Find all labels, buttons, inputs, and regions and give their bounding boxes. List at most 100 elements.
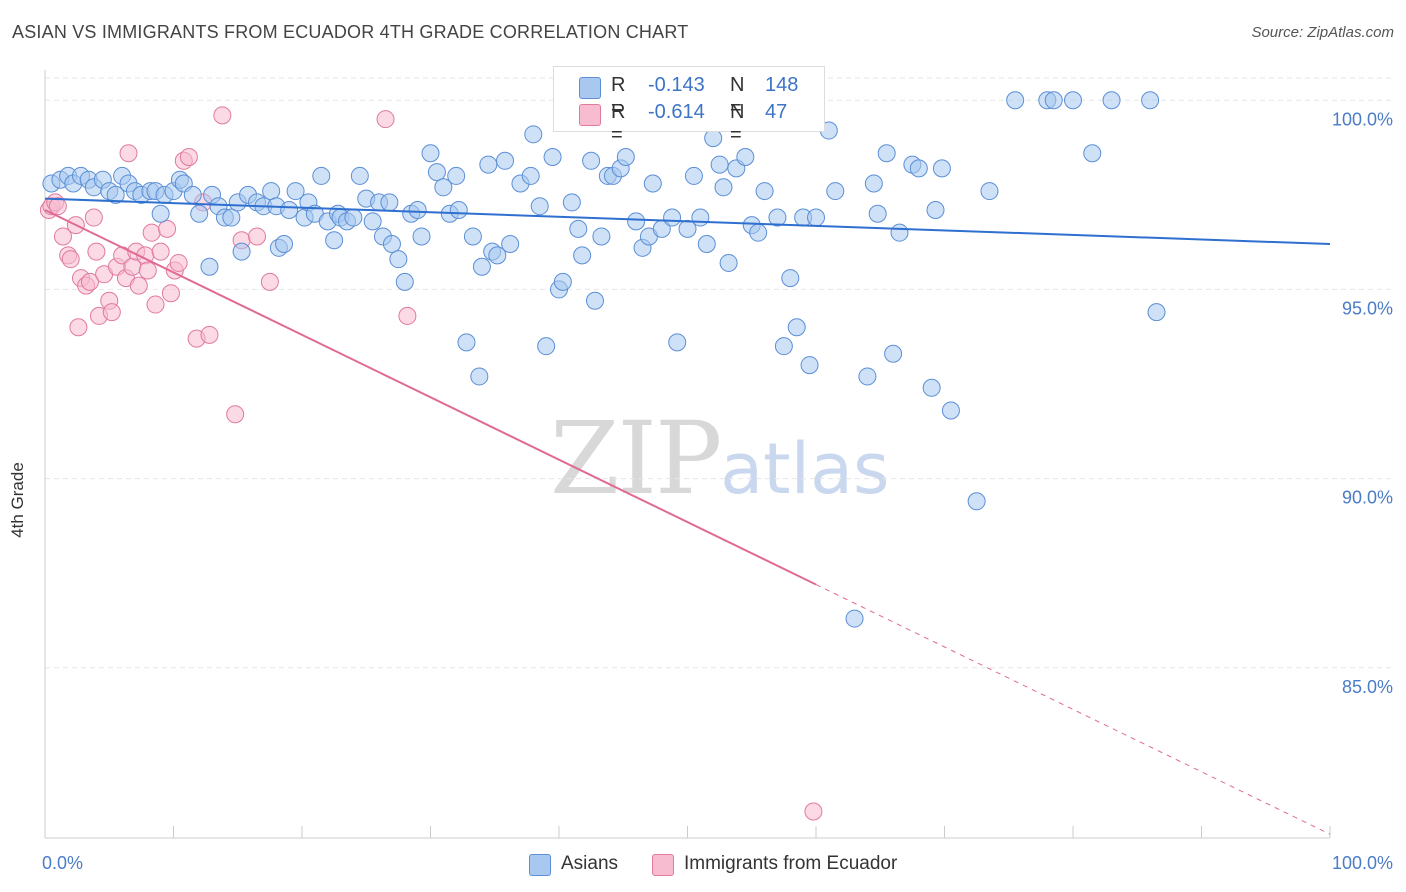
asians-point <box>543 148 562 167</box>
bottom-legend-swatch-ecuador <box>652 854 674 876</box>
axes <box>44 70 1331 839</box>
asians-point <box>496 151 515 170</box>
ecuador-point <box>138 261 157 280</box>
legend-swatch-asians <box>579 77 601 99</box>
asians-point <box>909 159 928 178</box>
asians-point <box>472 257 491 276</box>
asians-point <box>521 166 540 185</box>
y-tick-label: 90.0% <box>1342 488 1393 508</box>
asians-point <box>488 246 507 265</box>
x-tick-label-min: 0.0% <box>42 853 83 873</box>
asians-point <box>449 200 468 219</box>
asians-point <box>774 337 793 356</box>
ecuador-point <box>158 219 177 238</box>
asians-point <box>967 492 986 511</box>
watermark-atlas: atlas <box>720 428 890 510</box>
asians-point <box>312 166 331 185</box>
asians-point <box>755 182 774 201</box>
asians-point <box>807 208 825 227</box>
asians-point <box>884 344 903 363</box>
asians-point <box>573 246 592 265</box>
legend-r-value: -0.614 <box>648 101 705 123</box>
ecuador-point <box>129 276 148 295</box>
asians-point <box>877 144 896 163</box>
asians-point <box>434 178 453 197</box>
bottom-legend-label-asians: Asians <box>561 853 619 874</box>
asians-point <box>643 174 662 193</box>
asians-point <box>262 182 281 201</box>
y-tick-label: 100.0% <box>1332 109 1393 129</box>
asians-point <box>787 318 806 337</box>
asians-point <box>582 151 601 170</box>
asians-point <box>421 144 440 163</box>
legend-r-value: -0.143 <box>648 74 705 96</box>
asians-point <box>941 401 960 420</box>
asians-point <box>1044 91 1063 110</box>
asians-point <box>569 219 588 238</box>
ecuador-point <box>226 405 245 424</box>
series-asians-points <box>42 91 1166 628</box>
asians-point <box>447 166 466 185</box>
chart-source: Source: ZipAtlas.com <box>1251 24 1394 41</box>
asians-point <box>106 185 125 204</box>
asians-point <box>553 272 572 291</box>
asians-trend-line <box>44 197 1331 246</box>
stats-legend: R = -0.143 N = 148 R = -0.614 N = 47 <box>553 66 825 146</box>
asians-point <box>697 235 716 254</box>
asians-point <box>932 159 951 178</box>
asians-point <box>868 204 887 223</box>
asians-point <box>344 208 363 227</box>
ecuador-point <box>260 272 279 291</box>
asians-point <box>668 333 687 352</box>
legend-n-value: 47 <box>765 101 788 123</box>
asians-point <box>781 269 800 288</box>
ecuador-point <box>53 227 72 246</box>
bottom-legend: Asians Immigrants from Ecuador <box>0 852 1406 878</box>
asians-point <box>592 227 611 246</box>
asians-point <box>768 208 787 227</box>
asians-point <box>190 204 209 223</box>
bottom-legend-label-ecuador: Immigrants from Ecuador <box>684 853 898 874</box>
ecuador-point <box>61 250 80 269</box>
ecuador-point <box>213 106 232 125</box>
asians-point <box>684 166 703 185</box>
legend-r-label: R = <box>611 101 626 146</box>
ecuador-point <box>151 242 170 261</box>
y-tick-label: 95.0% <box>1342 298 1393 318</box>
bottom-legend-swatch-asians <box>529 854 551 876</box>
asians-point <box>826 182 845 201</box>
asians-point <box>864 174 883 193</box>
ecuador-point <box>102 303 121 322</box>
asians-point <box>280 200 299 219</box>
ecuador-point <box>248 227 267 246</box>
asians-point <box>663 208 682 227</box>
ecuador-point <box>161 284 180 303</box>
asians-point <box>858 367 877 386</box>
asians-point <box>222 208 241 227</box>
asians-point <box>286 182 305 201</box>
ecuador-point <box>179 148 198 167</box>
asians-point <box>457 333 476 352</box>
asians-point <box>585 291 604 310</box>
asians-point <box>627 212 646 231</box>
asians-point <box>1102 91 1121 110</box>
asians-point <box>427 163 446 182</box>
asians-point <box>275 235 294 254</box>
asians-point <box>183 185 202 204</box>
asians-point <box>691 208 710 227</box>
x-tick-label-max: 100.0% <box>1332 853 1393 873</box>
ecuador-point <box>376 110 395 129</box>
asians-point <box>479 155 498 174</box>
asians-point <box>926 200 945 219</box>
asians-point <box>845 609 864 628</box>
asians-point <box>980 182 999 201</box>
asians-point <box>470 367 489 386</box>
asians-point <box>380 193 399 212</box>
asians-point <box>1064 91 1082 110</box>
legend-n-label: N = <box>730 74 745 119</box>
legend-n-label: N = <box>730 101 745 146</box>
asians-point <box>749 223 768 242</box>
asians-point <box>501 235 520 254</box>
legend-swatch-ecuador <box>579 104 601 126</box>
